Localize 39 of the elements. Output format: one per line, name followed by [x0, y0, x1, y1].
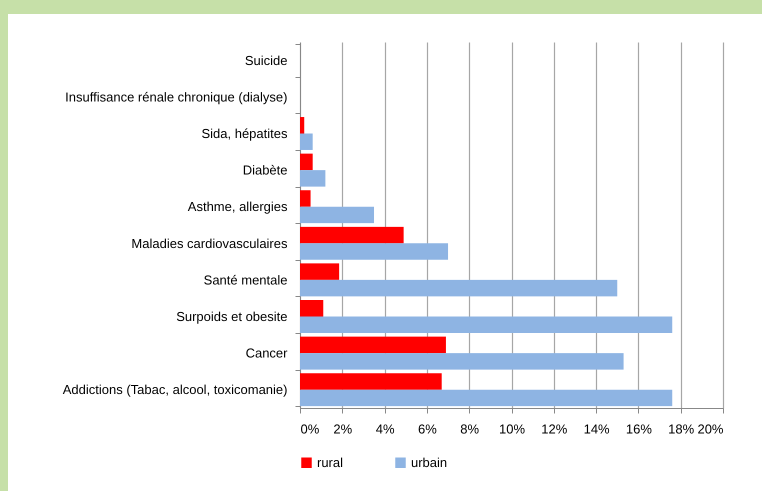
x-tick-label: 8% — [460, 422, 480, 436]
bar — [300, 154, 313, 170]
y-tick-label: Santé mentale — [204, 272, 288, 288]
bar — [300, 117, 304, 134]
x-tick-label: 6% — [418, 422, 438, 436]
y-tick-label: Suicide — [244, 52, 288, 68]
bar — [300, 316, 672, 333]
x-tick-label: 4% — [376, 422, 395, 436]
bar — [300, 190, 311, 207]
x-tick-label: 10% — [498, 422, 526, 436]
y-tick-label: Insuffisance rénale chronique (dialyse) — [65, 89, 288, 104]
bar — [300, 134, 313, 150]
bar — [300, 263, 340, 280]
x-tick-label: 14% — [584, 422, 610, 436]
x-tick-label: 2% — [333, 422, 353, 436]
y-tick-label: Maladies cardiovasculaires — [131, 236, 288, 251]
bar — [300, 206, 374, 224]
y-tick-label: Surpoids et obesite — [176, 309, 288, 324]
y-tick-label: Asthme, allergies — [188, 199, 288, 214]
bar — [300, 170, 326, 187]
y-tick-label: Cancer — [246, 346, 288, 361]
y-tick-label: Addictions (Tabac, alcool, toxicomanie) — [62, 382, 288, 398]
x-tick-label: 18% — [668, 422, 695, 436]
legend-label: urbain — [411, 454, 448, 470]
bar — [300, 300, 324, 316]
x-tick-label: 12% — [541, 422, 568, 436]
bar — [300, 373, 442, 390]
bar — [300, 226, 404, 244]
legend-label: rural — [317, 454, 344, 470]
bar — [300, 390, 672, 406]
x-tick-label: 20% — [697, 422, 724, 436]
bar — [300, 243, 448, 260]
bar — [300, 336, 446, 354]
bar — [300, 280, 618, 296]
y-tick-label: Sida, hépatites — [201, 126, 288, 141]
y-tick-label: Diabète — [242, 162, 288, 178]
x-tick-label: 16% — [626, 422, 652, 436]
bar — [300, 353, 624, 370]
x-tick-label: 0% — [300, 422, 320, 436]
